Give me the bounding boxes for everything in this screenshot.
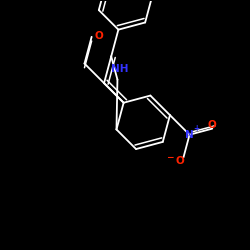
Text: −: − (166, 153, 173, 162)
Text: NH: NH (112, 64, 129, 74)
Text: +: + (193, 124, 199, 133)
Text: O: O (94, 31, 103, 41)
Text: N: N (185, 130, 194, 140)
Text: O: O (208, 120, 217, 130)
Text: O: O (175, 156, 184, 166)
